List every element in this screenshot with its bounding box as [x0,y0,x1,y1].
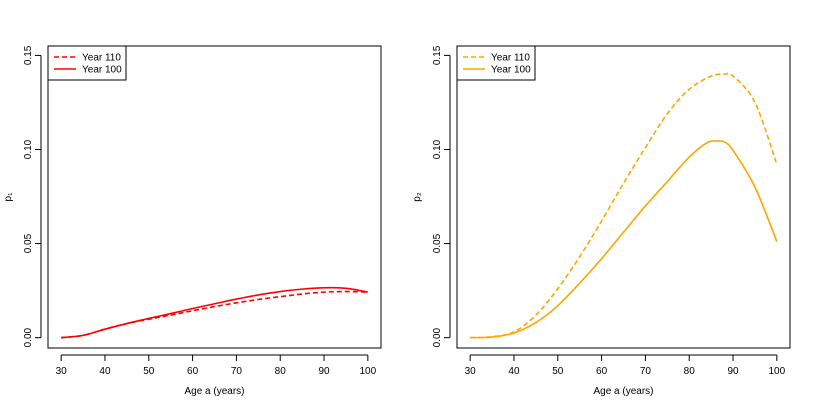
legend-label: Year 100 [491,65,531,76]
chart-panel-p2: 30 40 50 60 70 80 90 100 0.00 0.05 0.10 0.15 Age a (… [412,45,791,397]
plot-frame [456,45,791,349]
x-tick-label: 100 [769,366,786,377]
x-tick-label: 100 [360,366,377,377]
y-tick-label: 0.15 [23,45,34,65]
x-tick-label: 50 [552,366,564,377]
x-tick-label: 80 [684,366,696,377]
y-tick-label: 0.10 [23,139,34,159]
legend-label: Year 110 [491,53,530,64]
legend-box [47,45,127,81]
x-tick-label: 40 [508,366,520,377]
series-line-year-110 [61,290,368,339]
x-tick-label: 30 [465,366,477,377]
legend-label: Year 110 [82,53,121,64]
x-tick-label: 70 [231,366,243,377]
x-axis-label: Age a (years) [184,386,244,397]
series-line-year-100 [470,140,778,339]
x-tick-label: 90 [727,366,739,377]
x-axis-label: Age a (years) [593,386,653,397]
x-tick-label: 90 [318,366,330,377]
x-tick-label: 60 [187,366,199,377]
x-tick-label: 40 [99,366,111,377]
x-tick-label: 30 [56,366,68,377]
y-axis-label: p₁ [3,192,14,202]
plot-frame [47,45,382,349]
y-tick-label: 0.00 [432,327,443,347]
series-line-year-110 [470,72,778,339]
chart-panel-p1: 30 40 50 60 70 80 90 100 0.00 0.05 0.10 0.15 Age a (… [3,45,382,397]
y-tick-label: 0.05 [23,233,34,253]
y-tick-label: 0.10 [432,139,443,159]
legend-label: Year 100 [82,65,122,76]
x-tick-label: 50 [143,366,155,377]
series-line-year-100 [61,286,368,339]
y-axis-label: p₂ [412,192,423,202]
y-tick-label: 0.05 [432,233,443,253]
x-tick-label: 70 [640,366,652,377]
legend-box [456,45,536,81]
y-tick-label: 0.15 [432,45,443,65]
x-tick-label: 60 [596,366,608,377]
y-tick-label: 0.00 [23,327,34,347]
x-tick-label: 80 [275,366,287,377]
